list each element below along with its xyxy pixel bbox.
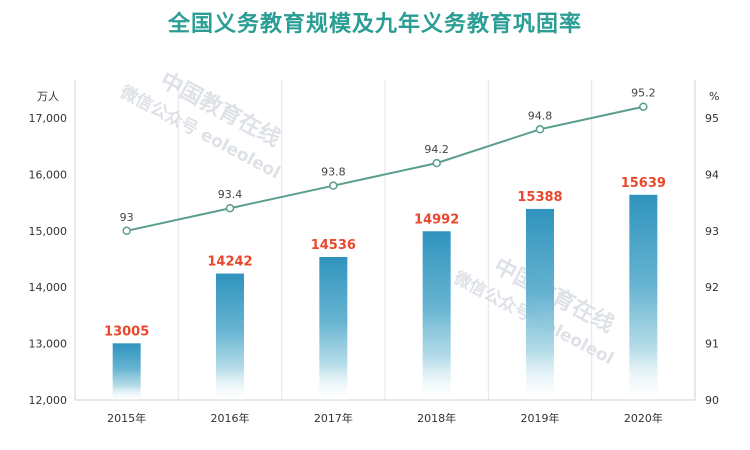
rate-point bbox=[639, 102, 648, 111]
y-right-unit: % bbox=[709, 90, 719, 103]
y-right-tick-label: 95 bbox=[705, 112, 719, 125]
y-right-tick-label: 92 bbox=[705, 281, 719, 294]
bar-2016年 bbox=[216, 273, 244, 400]
bar-2017年 bbox=[319, 256, 348, 400]
bar-2020年 bbox=[629, 194, 658, 400]
rate-value-label: 93.4 bbox=[218, 188, 243, 201]
y-left-tick-label: 14,000 bbox=[29, 281, 68, 294]
y-left-unit: 万人 bbox=[37, 90, 59, 103]
bar-value-label: 13005 bbox=[104, 324, 149, 339]
bar-2015年 bbox=[112, 343, 141, 400]
y-left-tick-label: 16,000 bbox=[29, 168, 68, 181]
y-right-tick-label: 91 bbox=[705, 338, 719, 351]
rate-point bbox=[329, 181, 338, 190]
y-left-tick-label: 15,000 bbox=[29, 225, 68, 238]
y-left-tick-label: 13,000 bbox=[29, 338, 68, 351]
y-right-tick-label: 90 bbox=[705, 394, 719, 407]
rate-value-label: 94.8 bbox=[528, 109, 553, 122]
y-right-tick-label: 93 bbox=[705, 225, 719, 238]
x-tick-label: 2017年 bbox=[314, 411, 353, 425]
rate-point bbox=[535, 125, 545, 134]
rate-value-label: 93 bbox=[120, 211, 134, 224]
rate-value-label: 93.8 bbox=[321, 166, 346, 179]
x-tick-label: 2015年 bbox=[107, 411, 146, 425]
x-tick-label: 2020年 bbox=[624, 411, 663, 425]
bar-2019年 bbox=[526, 208, 554, 400]
rate-line bbox=[126, 105, 644, 232]
chart-title: 全国义务教育规模及九年义务教育巩固率 bbox=[167, 12, 582, 37]
y-left-tick-label: 17,000 bbox=[29, 112, 68, 125]
rate-point bbox=[432, 158, 441, 168]
rate-point bbox=[122, 226, 131, 236]
x-tick-label: 2016年 bbox=[211, 411, 250, 425]
bar-value-label: 15639 bbox=[621, 176, 666, 191]
y-right-tick-label: 94 bbox=[705, 168, 719, 181]
bar-value-label: 14536 bbox=[311, 238, 356, 253]
rate-value-label: 95.2 bbox=[631, 87, 656, 100]
x-tick-label: 2019年 bbox=[521, 411, 560, 425]
bar-2018年 bbox=[422, 231, 451, 400]
y-left-tick-label: 12,000 bbox=[29, 394, 68, 407]
bar-value-label: 14242 bbox=[207, 255, 252, 270]
bar-value-label: 14992 bbox=[414, 212, 459, 227]
x-tick-label: 2018年 bbox=[417, 411, 456, 425]
bar-value-label: 15388 bbox=[517, 190, 562, 205]
rate-point bbox=[225, 203, 235, 213]
rate-value-label: 94.2 bbox=[424, 143, 449, 156]
